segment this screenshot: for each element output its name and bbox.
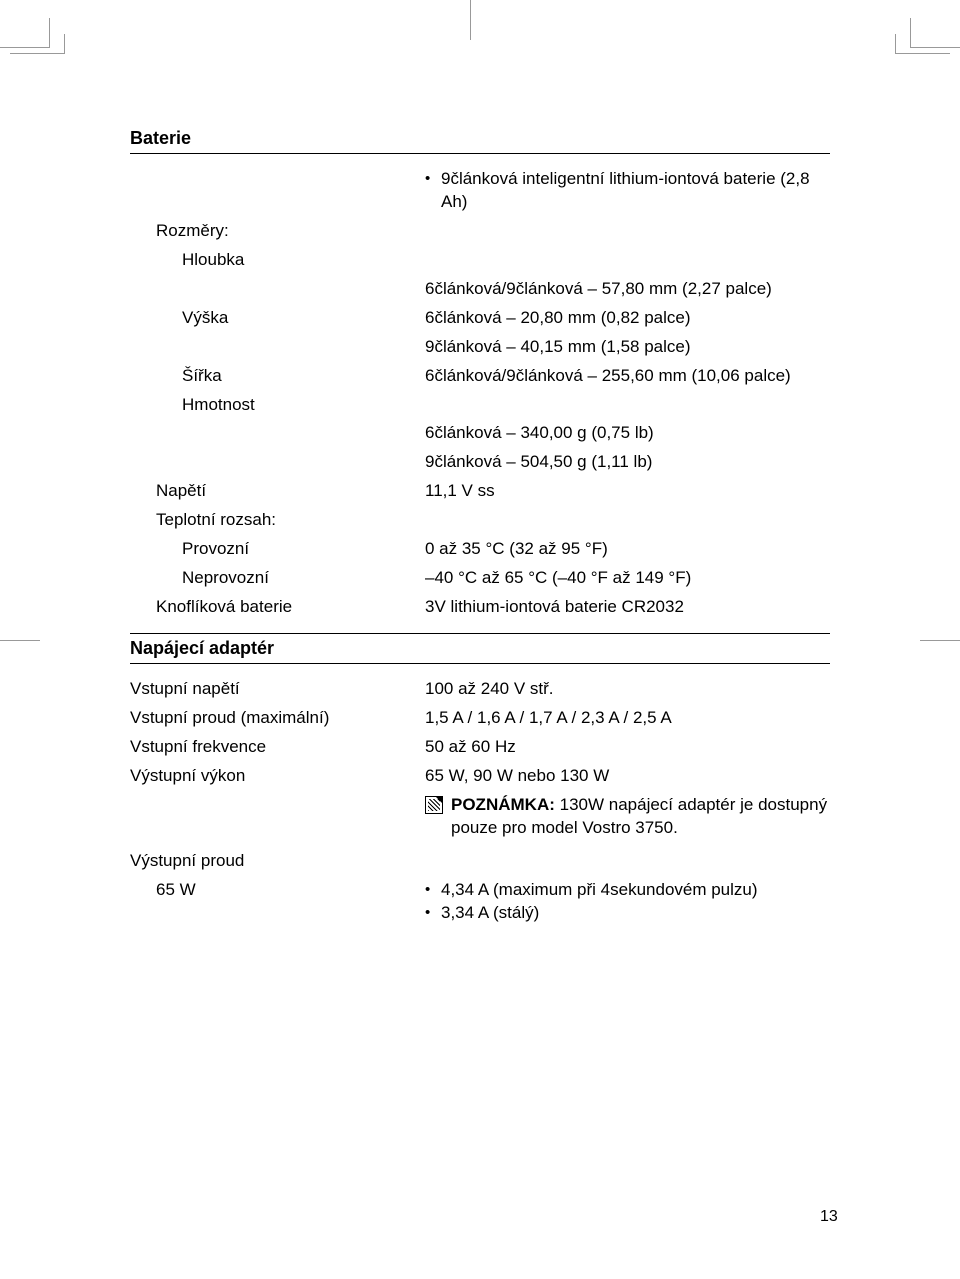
value-out-power: 65 W, 90 W nebo 130 W (425, 765, 830, 788)
value-coincell: 3V lithium-iontová baterie CR2032 (425, 596, 830, 619)
value-width: 6článková/9článková – 255,60 mm (10,06 p… (425, 365, 830, 388)
value-depth: 6článková/9článková – 57,80 mm (2,27 pal… (425, 278, 830, 301)
note-block: POZNÁMKA: 130W napájecí adaptér je dostu… (425, 794, 830, 840)
value-in-freq: 50 až 60 Hz (425, 736, 830, 759)
value-voltage: 11,1 V ss (425, 480, 830, 503)
page-number: 13 (820, 1208, 838, 1226)
value-weight-2: 9článková – 504,50 g (1,11 lb) (425, 451, 830, 474)
list-item: • 9článková inteligentní lithium-iontová… (425, 168, 830, 214)
value-height-1: 6článková – 20,80 mm (0,82 palce) (425, 307, 830, 330)
label-temp-range: Teplotní rozsah: (130, 509, 425, 532)
label-height: Výška (130, 307, 425, 330)
label-weight: Hmotnost (130, 394, 425, 417)
label-in-current: Vstupní proud (maximální) (130, 707, 425, 730)
note-text: POZNÁMKA: 130W napájecí adaptér je dostu… (451, 794, 830, 840)
page-content: Baterie • 9článková inteligentní lithium… (130, 110, 830, 930)
value-nonoperating: –40 °C až 65 °C (–40 °F až 149 °F) (425, 567, 830, 590)
battery-top-bullet: 9článková inteligentní lithium-iontová b… (441, 168, 830, 214)
value-in-voltage: 100 až 240 V stř. (425, 678, 830, 701)
label-voltage: Napětí (130, 480, 425, 503)
section-title-adapter: Napájecí adaptér (130, 633, 830, 664)
note-icon (425, 796, 443, 814)
value-weight-1: 6článková – 340,00 g (0,75 lb) (425, 422, 830, 445)
bullet-65w-1: 4,34 A (maximum při 4sekundovém pulzu) (441, 879, 830, 902)
label-in-freq: Vstupní frekvence (130, 736, 425, 759)
value-height-2: 9článková – 40,15 mm (1,58 palce) (425, 336, 830, 359)
label-operating: Provozní (130, 538, 425, 561)
section-title-battery: Baterie (130, 124, 830, 154)
label-width: Šířka (130, 365, 425, 388)
label-nonoperating: Neprovozní (130, 567, 425, 590)
list-item: • 3,34 A (stálý) (425, 902, 830, 925)
label-out-power: Výstupní výkon (130, 765, 425, 788)
label-65w: 65 W (130, 879, 425, 925)
label-coincell: Knoflíková baterie (130, 596, 425, 619)
label-depth: Hloubka (130, 249, 425, 272)
list-item: • 4,34 A (maximum při 4sekundovém pulzu) (425, 879, 830, 902)
label-in-voltage: Vstupní napětí (130, 678, 425, 701)
label-dimensions: Rozměry: (130, 220, 425, 243)
label-out-current: Výstupní proud (130, 850, 425, 873)
bullet-65w-2: 3,34 A (stálý) (441, 902, 830, 925)
value-in-current: 1,5 A / 1,6 A / 1,7 A / 2,3 A / 2,5 A (425, 707, 830, 730)
value-operating: 0 až 35 °C (32 až 95 °F) (425, 538, 830, 561)
